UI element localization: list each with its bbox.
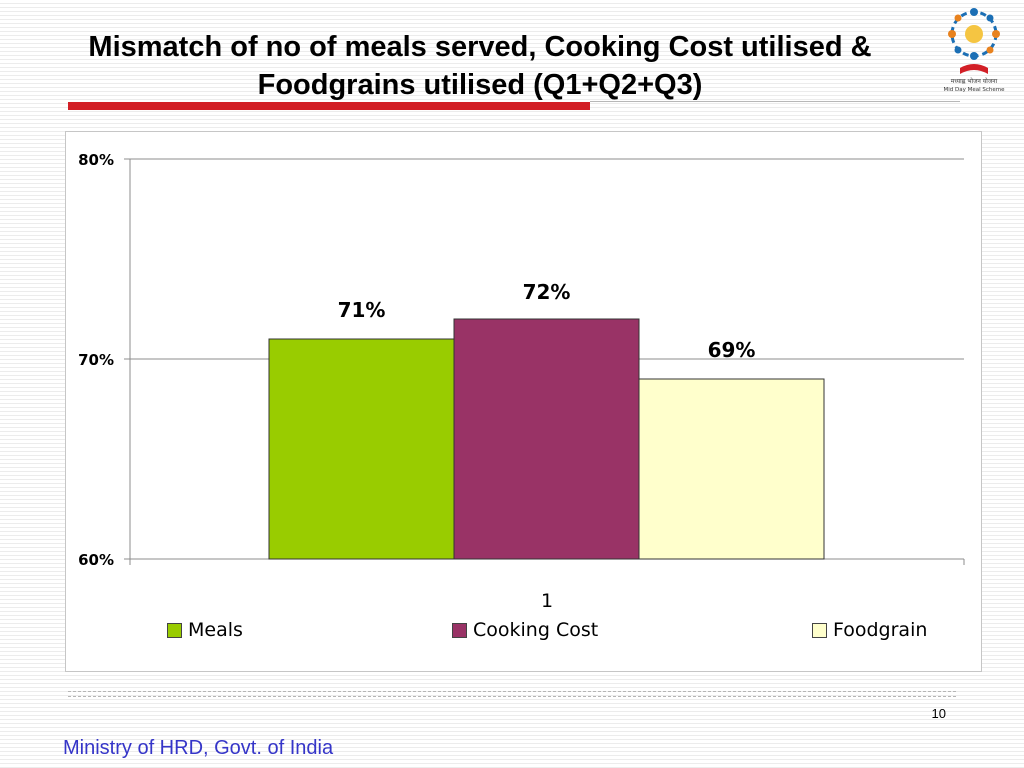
title-accent-bar — [68, 102, 590, 110]
data-label-foodgrain: 69% — [708, 338, 756, 362]
legend-label-foodgrain: Foodgrain — [833, 619, 928, 641]
title-line-1: Mismatch of no of meals served, Cooking … — [88, 31, 872, 63]
bar-chart: 60% 70% 80% 71% 72% 69% 1 — [78, 151, 965, 612]
legend-item-cooking-cost: Cooking Cost — [452, 618, 598, 642]
y-tick-label: 70% — [78, 351, 114, 369]
y-tick-label: 60% — [78, 551, 114, 569]
mid-day-meal-logo: मध्याह्न भोजन योजना Mid Day Meal Scheme — [943, 8, 1005, 93]
page-number: 10 — [931, 706, 946, 721]
footer-divider-bottom — [68, 696, 956, 697]
legend-swatch-cooking-cost — [452, 622, 467, 638]
slide-title: Mismatch of no of meals served, Cooking … — [10, 28, 950, 104]
bar-cooking-cost — [453, 318, 640, 560]
title-divider-line — [590, 101, 960, 102]
legend-swatch-meals — [167, 622, 182, 638]
data-label-meals: 71% — [338, 298, 386, 322]
bar-foodgrain — [638, 378, 825, 560]
x-category-label: 1 — [541, 590, 553, 612]
legend-label-cooking-cost: Cooking Cost — [473, 619, 599, 641]
data-label-cooking-cost: 72% — [523, 280, 571, 304]
chart-container: 60% 70% 80% 71% 72% 69% 1 Meals Cooking Cost F… — [65, 131, 982, 672]
legend-item-foodgrain: Foodgrain — [812, 618, 927, 642]
legend-swatch-foodgrain — [812, 622, 827, 638]
footer-ministry-text: Ministry of HRD, Govt. of India — [63, 737, 334, 759]
y-tick-label: 80% — [78, 151, 114, 169]
bar-meals — [268, 338, 455, 560]
legend-item-meals: Meals — [167, 618, 243, 642]
title-line-2: Foodgrains utilised (Q1+Q2+Q3) — [257, 69, 703, 101]
logo-hindi-text: मध्याह्न भोजन योजना — [951, 77, 998, 85]
logo-emblem-icon — [948, 8, 1000, 74]
logo-english-text: Mid Day Meal Scheme — [943, 87, 1005, 93]
footer-divider-top — [68, 691, 956, 692]
legend-label-meals: Meals — [188, 619, 243, 641]
